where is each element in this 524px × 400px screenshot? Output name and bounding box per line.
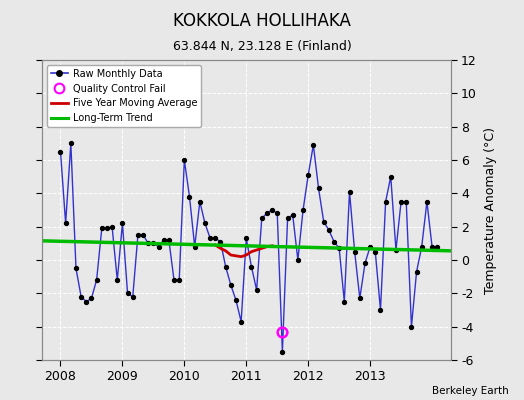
- Point: [299, 207, 307, 213]
- Point: [293, 257, 302, 263]
- Point: [123, 290, 132, 296]
- Text: KOKKOLA HOLLIHAKA: KOKKOLA HOLLIHAKA: [173, 12, 351, 30]
- Point: [159, 237, 168, 243]
- Legend: Raw Monthly Data, Quality Control Fail, Five Year Moving Average, Long-Term Tren: Raw Monthly Data, Quality Control Fail, …: [47, 65, 201, 127]
- Point: [418, 244, 426, 250]
- Point: [92, 277, 101, 283]
- Point: [226, 282, 235, 288]
- Point: [237, 318, 245, 325]
- Point: [149, 240, 158, 246]
- Point: [253, 287, 261, 293]
- Point: [314, 185, 323, 192]
- Point: [283, 215, 292, 222]
- Point: [309, 142, 318, 148]
- Point: [304, 172, 312, 178]
- Point: [268, 207, 276, 213]
- Point: [273, 210, 281, 216]
- Point: [113, 277, 122, 283]
- Text: 63.844 N, 23.128 E (Finland): 63.844 N, 23.128 E (Finland): [172, 40, 352, 53]
- Point: [139, 232, 147, 238]
- Point: [61, 220, 70, 226]
- Point: [335, 245, 343, 252]
- Point: [412, 268, 421, 275]
- Point: [118, 220, 127, 226]
- Point: [356, 295, 364, 302]
- Point: [428, 244, 436, 250]
- Point: [144, 240, 152, 246]
- Point: [88, 295, 96, 302]
- Point: [433, 244, 441, 250]
- Point: [376, 307, 385, 313]
- Point: [289, 212, 297, 218]
- Point: [351, 248, 359, 255]
- Point: [387, 174, 395, 180]
- Point: [180, 157, 189, 163]
- Point: [366, 244, 374, 250]
- Point: [392, 247, 400, 253]
- Point: [77, 294, 85, 300]
- Point: [211, 235, 220, 242]
- Point: [185, 194, 194, 200]
- Point: [232, 297, 240, 303]
- Point: [278, 348, 287, 355]
- Point: [381, 198, 390, 205]
- Point: [128, 294, 137, 300]
- Point: [175, 277, 183, 283]
- Point: [206, 235, 214, 242]
- Text: Berkeley Earth: Berkeley Earth: [432, 386, 508, 396]
- Point: [108, 224, 116, 230]
- Point: [361, 260, 369, 266]
- Point: [402, 198, 410, 205]
- Point: [242, 235, 250, 242]
- Point: [56, 148, 64, 155]
- Point: [216, 238, 225, 245]
- Point: [340, 298, 348, 305]
- Point: [165, 237, 173, 243]
- Y-axis label: Temperature Anomaly (°C): Temperature Anomaly (°C): [484, 126, 497, 294]
- Point: [258, 215, 266, 222]
- Point: [263, 210, 271, 216]
- Point: [345, 188, 354, 195]
- Point: [325, 227, 333, 233]
- Point: [423, 198, 431, 205]
- Point: [320, 218, 328, 225]
- Point: [72, 265, 80, 272]
- Point: [195, 198, 204, 205]
- Point: [67, 140, 75, 146]
- Point: [82, 298, 91, 305]
- Point: [103, 225, 111, 232]
- Point: [155, 244, 163, 250]
- Point: [330, 238, 338, 245]
- Point: [222, 264, 230, 270]
- Point: [397, 198, 405, 205]
- Point: [247, 264, 256, 270]
- Point: [97, 225, 106, 232]
- Point: [191, 244, 199, 250]
- Point: [371, 248, 379, 255]
- Point: [170, 277, 178, 283]
- Point: [134, 232, 142, 238]
- Point: [407, 324, 416, 330]
- Point: [201, 220, 209, 226]
